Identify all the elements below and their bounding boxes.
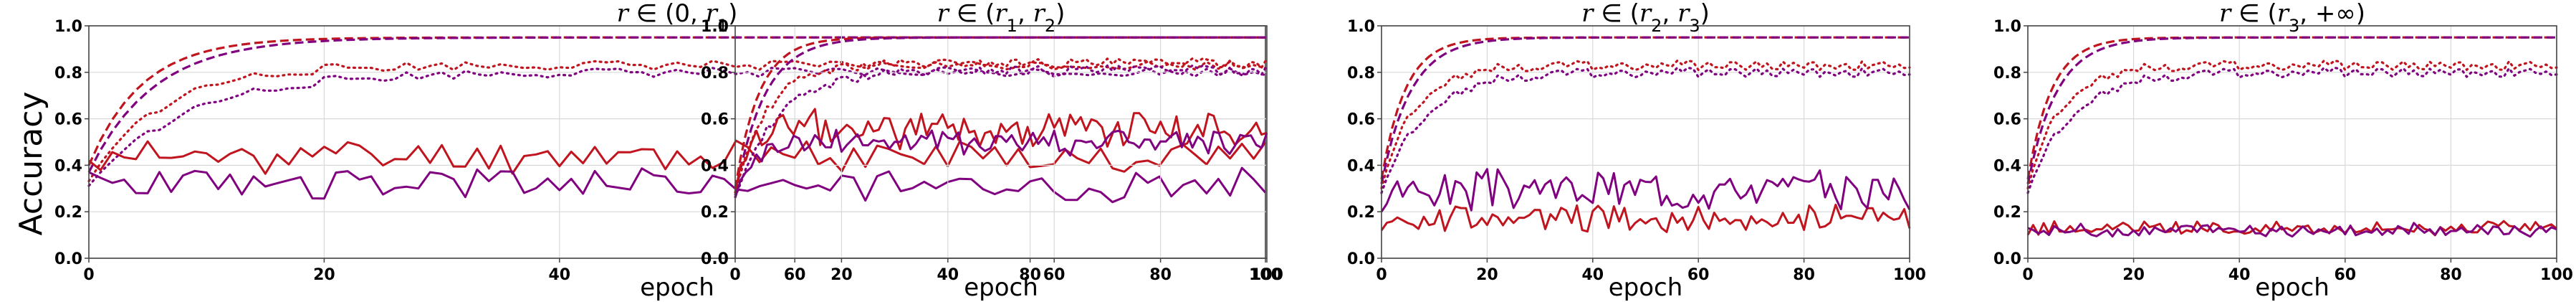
x-tick-label: 40 [1581, 266, 1604, 284]
series-red-dotted [2026, 59, 2558, 189]
series-purple-solid [1380, 168, 1911, 213]
y-tick-label: 0.8 [54, 65, 82, 82]
y-tick-label: 0.6 [54, 111, 82, 129]
series-red-dashed [1380, 36, 1910, 180]
y-tick-label: 0.0 [1347, 250, 1375, 268]
series-purple-dashed [1380, 36, 1910, 184]
y-tick-label: 0.6 [1347, 111, 1375, 129]
x-tick-label: 40 [548, 266, 570, 284]
series-red-solid [88, 139, 1267, 175]
series-purple-dashed [2026, 36, 2557, 184]
y-tick-label: 0.0 [1993, 250, 2021, 268]
y-tick-label: 0.0 [54, 250, 82, 268]
series-purple-dotted [1380, 66, 1911, 194]
series-purple-dotted [734, 64, 1268, 199]
x-tick-label: 80 [1149, 266, 1172, 284]
panel-4: 0.0 0.2 0.4 0.6 0.8 1.0 0 20 40 60 80 100 epoch r ∈ (… [1993, 0, 2573, 302]
y-tick-label: 0.4 [54, 157, 82, 175]
x-axis-label: epoch [964, 273, 1038, 302]
x-tick-label: 60 [1687, 266, 1710, 284]
series-purple-solid [2027, 222, 2557, 238]
series-purple-dotted [2026, 66, 2558, 194]
y-tick-label: 0.2 [1993, 204, 2021, 222]
panel-3: 0.0 0.2 0.4 0.6 0.8 1.0 0 20 40 60 80 100 epoch r ∈ (… [1347, 0, 1926, 302]
series-red-dotted [734, 57, 1268, 194]
x-tick-label: 20 [830, 266, 853, 284]
y-tick-label: 0.8 [701, 65, 729, 82]
x-tick-label: 80 [1019, 266, 1041, 284]
x-tick-label: 100 [2540, 266, 2573, 284]
series-red-solid [1380, 203, 1911, 233]
x-tick-label: 20 [313, 266, 335, 284]
panel-title: r ∈ (r2, r3) [1581, 0, 1710, 36]
x-tick-label: 100 [1250, 266, 1283, 284]
y-tick-label: 0.2 [1347, 204, 1375, 222]
y-tick-label: 0.0 [701, 250, 729, 268]
x-axis-label: epoch [2255, 273, 2330, 302]
y-axis-label: Accuracy [13, 92, 49, 236]
y-tick-label: 1.0 [701, 18, 729, 36]
series-red-dotted [87, 60, 1267, 183]
x-tick-label: 20 [2122, 266, 2145, 284]
series-red-dashed [87, 36, 1265, 166]
plot-frame [2027, 25, 2557, 259]
x-tick-label: 80 [2440, 266, 2462, 284]
series-red-dotted [1380, 59, 1911, 189]
x-axis-label: epoch [640, 273, 714, 302]
y-tick-label: 1.0 [54, 18, 82, 36]
x-tick-label: 100 [1893, 266, 1926, 284]
series-purple-solid [88, 166, 1267, 204]
series-red-solid [734, 108, 1268, 194]
series-purple-solid [734, 128, 1268, 199]
plot-frame [88, 25, 1266, 259]
x-tick-label: 100 [1249, 266, 1282, 284]
series-purple-dotted [87, 67, 1267, 187]
x-tick-label: 0 [729, 266, 740, 284]
x-tick-label: 40 [2228, 266, 2251, 284]
panel-title: r ∈ (r1, r2) [937, 0, 1066, 36]
panel-title: r ∈ (0, r1) [617, 0, 738, 36]
x-tick-label: 0 [1376, 266, 1387, 284]
y-tick-label: 0.4 [701, 157, 729, 175]
y-tick-label: 0.8 [1347, 65, 1375, 82]
plot-frame [734, 25, 1268, 259]
x-axis-label: epoch [1609, 273, 1683, 302]
x-tick-label: 60 [784, 266, 806, 284]
series-red-solid [2026, 220, 2557, 237]
x-tick-label: 0 [2022, 266, 2033, 284]
x-tick-label: 40 [937, 266, 959, 284]
y-tick-label: 0.2 [701, 204, 729, 222]
x-tick-label: 0 [83, 266, 94, 284]
y-tick-label: 0.8 [1993, 65, 2021, 82]
series-purple-dashed [734, 36, 1267, 196]
series-red-dashed [2026, 36, 2557, 180]
y-tick-label: 0.6 [1993, 111, 2021, 129]
y-tick-label: 0.2 [54, 204, 82, 222]
x-tick-label: 60 [1043, 266, 1066, 284]
y-tick-label: 1.0 [1347, 18, 1375, 36]
y-tick-label: 0.4 [1993, 157, 2021, 175]
x-tick-label: 20 [1476, 266, 1498, 284]
panel-title: r ∈ (r3, +∞) [2219, 0, 2365, 36]
y-tick-label: 0.4 [1347, 157, 1375, 175]
x-tick-label: 80 [1793, 266, 1815, 284]
y-tick-label: 1.0 [1993, 18, 2021, 36]
y-tick-label: 0.6 [701, 111, 729, 129]
x-tick-label: 60 [2334, 266, 2356, 284]
plot-frame [1381, 25, 1910, 259]
